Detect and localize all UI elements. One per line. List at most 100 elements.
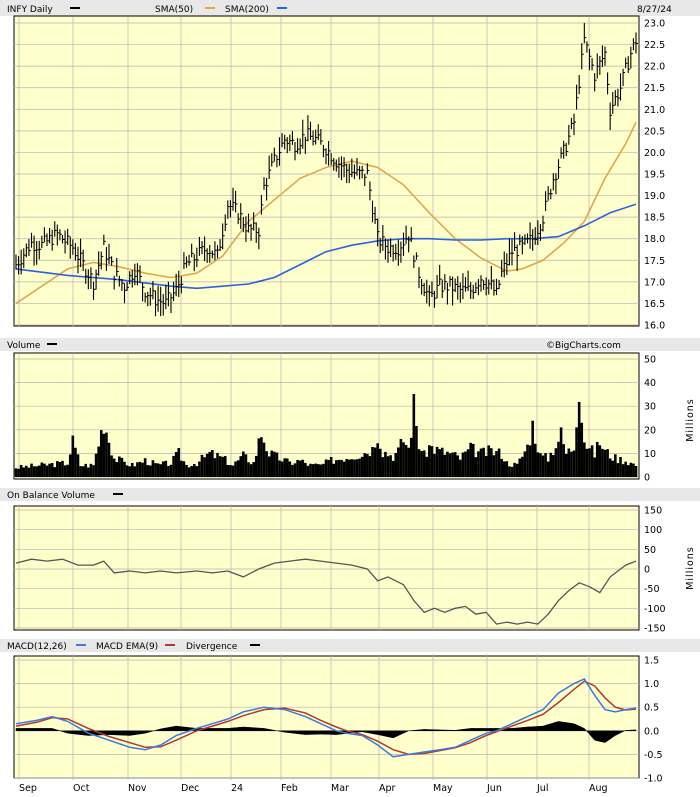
x-tick-label: Dec <box>181 783 199 794</box>
volume-bar <box>242 451 245 477</box>
volume-bar <box>394 452 398 477</box>
y-tick-label: 20.5 <box>644 126 665 137</box>
volume-bar <box>296 459 299 477</box>
volume-bar <box>595 441 599 477</box>
volume-bar <box>420 450 423 477</box>
volume-bar <box>200 454 204 477</box>
y-tick-label: 20.0 <box>644 148 665 159</box>
volume-bar <box>355 459 359 477</box>
volume-bar <box>76 454 80 477</box>
volume-bar <box>68 454 72 477</box>
x-tick-label: Jul <box>536 783 548 794</box>
volume-bar <box>304 462 307 477</box>
obv-series <box>15 558 637 625</box>
y-tick-label: 50 <box>644 545 656 556</box>
x-tick-label: Nov <box>128 783 147 794</box>
volume-bar <box>632 463 635 477</box>
volume-bar <box>335 460 338 477</box>
chart-date: 8/27/24 <box>637 5 672 15</box>
volume-bar <box>301 459 305 477</box>
volume-bar <box>257 438 261 477</box>
price-panel <box>13 15 640 327</box>
volume-bar <box>521 456 524 477</box>
volume-bar <box>223 456 227 477</box>
volume-bar <box>105 432 108 477</box>
volume-bar <box>180 460 183 477</box>
volume-bar <box>363 453 367 477</box>
macd-divergence-area <box>15 721 637 743</box>
volume-bar <box>107 442 111 477</box>
sma50-legend-swatch <box>205 7 215 9</box>
price-grid <box>14 17 639 327</box>
volume-bar <box>428 445 431 477</box>
volume-bar <box>252 462 255 477</box>
volume-bar <box>71 435 75 477</box>
x-tick-label: Jun <box>486 783 502 794</box>
volume-bar <box>358 458 361 477</box>
volume-bar <box>17 468 20 477</box>
volume-bar <box>443 454 447 477</box>
volume-bar <box>381 457 385 477</box>
obv-label: On Balance Volume <box>7 491 95 501</box>
macd-axis: -1.0 -0.5 0.0 0.5 1.0 1.5 <box>644 656 663 785</box>
volume-bar <box>244 454 248 477</box>
volume-bar <box>430 446 434 477</box>
volume-bar <box>526 444 529 477</box>
y-tick-label: -0.5 <box>644 750 663 761</box>
volume-bar <box>123 461 126 477</box>
y-tick-label: 50 <box>644 355 656 366</box>
volume-bar <box>159 464 162 477</box>
volume-bar <box>510 466 514 477</box>
y-tick-label: 21.0 <box>644 105 665 116</box>
obv-line <box>15 558 637 625</box>
volume-bar <box>229 465 232 477</box>
volume-bar <box>479 448 483 477</box>
volume-bar <box>192 464 196 477</box>
volume-bar <box>37 465 41 477</box>
volume-bar <box>172 455 175 477</box>
volume-unit-label: Millions <box>685 398 696 442</box>
volume-bar <box>482 447 485 477</box>
volume-bar <box>350 459 354 477</box>
y-tick-label: 0 <box>644 473 650 484</box>
macd-series <box>15 677 637 758</box>
volume-bar <box>487 445 491 477</box>
volume-bar <box>89 463 93 477</box>
ticker-label: INFY Daily <box>7 5 53 15</box>
volume-bar <box>273 451 276 477</box>
y-tick-label: 19.0 <box>644 191 665 202</box>
x-tick-label: Feb <box>281 783 298 794</box>
volume-bar <box>133 466 137 477</box>
volume-bar <box>469 442 472 477</box>
y-tick-label: 1.0 <box>644 679 659 690</box>
volume-bar <box>149 465 152 477</box>
volume-bar <box>353 459 356 477</box>
volume-bar <box>531 420 534 477</box>
volume-bar <box>63 465 67 477</box>
volume-bar <box>19 464 23 477</box>
volume-bar <box>314 463 317 477</box>
volume-bar <box>508 466 511 477</box>
volume-bar <box>619 457 622 477</box>
volume-bar <box>53 467 57 477</box>
sma200-legend-swatch <box>277 7 287 9</box>
volume-bar <box>254 455 258 477</box>
volume-bar <box>451 452 454 477</box>
volume-bar <box>58 461 62 477</box>
macd-legend-swatch <box>76 644 86 646</box>
volume-bar <box>438 449 441 477</box>
volume-bar <box>141 462 144 477</box>
volume-bar <box>278 460 281 477</box>
volume-bar <box>81 466 85 477</box>
volume-bar <box>40 462 44 477</box>
volume-bar <box>583 442 586 477</box>
volume-bar <box>603 449 607 477</box>
volume-bar <box>634 466 638 477</box>
volume-bar <box>446 451 449 477</box>
ema-legend-label: MACD EMA(9) <box>96 642 158 652</box>
obv-panel <box>13 505 640 631</box>
volume-bar <box>453 452 457 477</box>
volume-bar <box>415 425 418 477</box>
volume-bar <box>435 446 439 477</box>
volume-bar <box>562 444 565 477</box>
